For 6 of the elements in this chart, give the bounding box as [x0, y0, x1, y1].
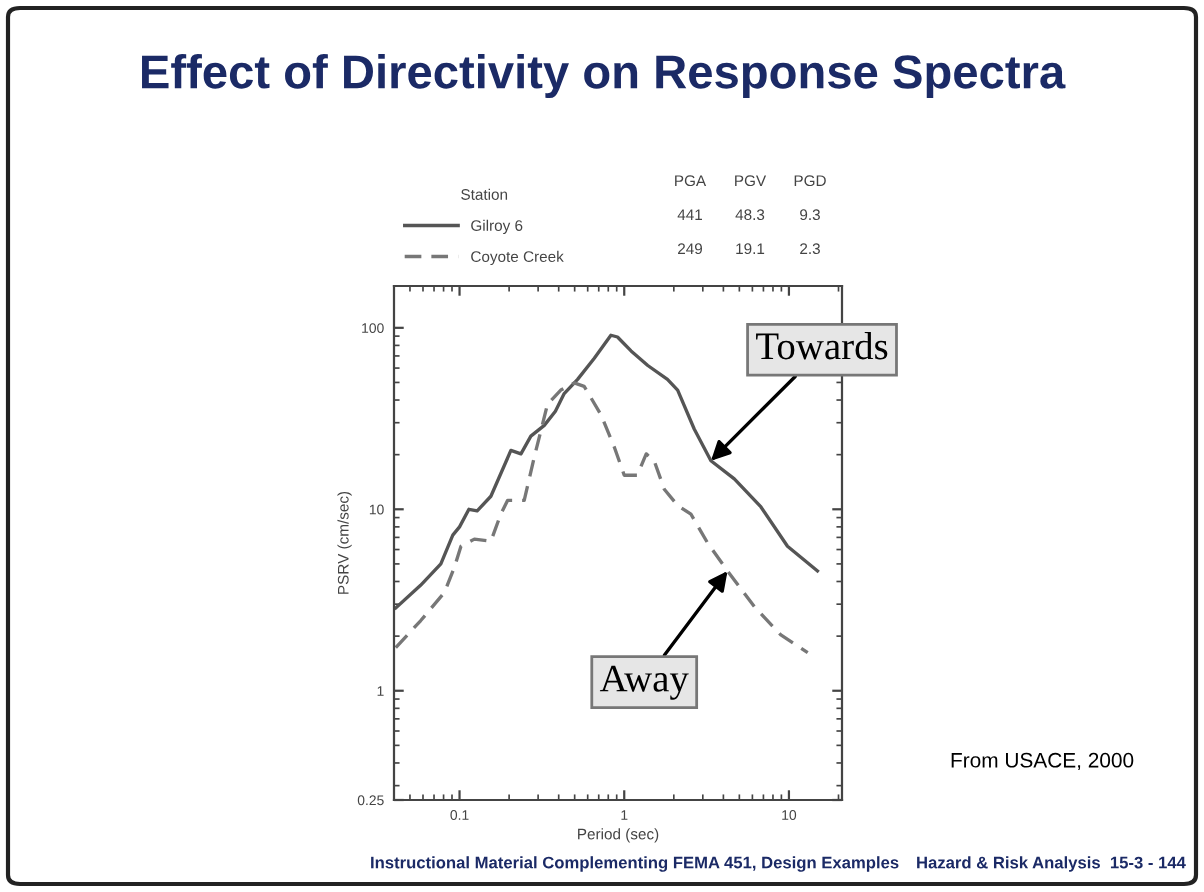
annotation: Towards: [756, 332, 888, 360]
text: From USACE, 2000: [951, 752, 1134, 771]
chart-title: Effect of Directivity on Response Spectra: [142, 53, 1066, 99]
text: Hazard & Risk Analysis 15-3 - 144: [917, 856, 1186, 872]
annotation: Away: [599, 665, 689, 700]
text: Instructional Material Complementing FEMA 451, Design Examples: [371, 856, 899, 872]
